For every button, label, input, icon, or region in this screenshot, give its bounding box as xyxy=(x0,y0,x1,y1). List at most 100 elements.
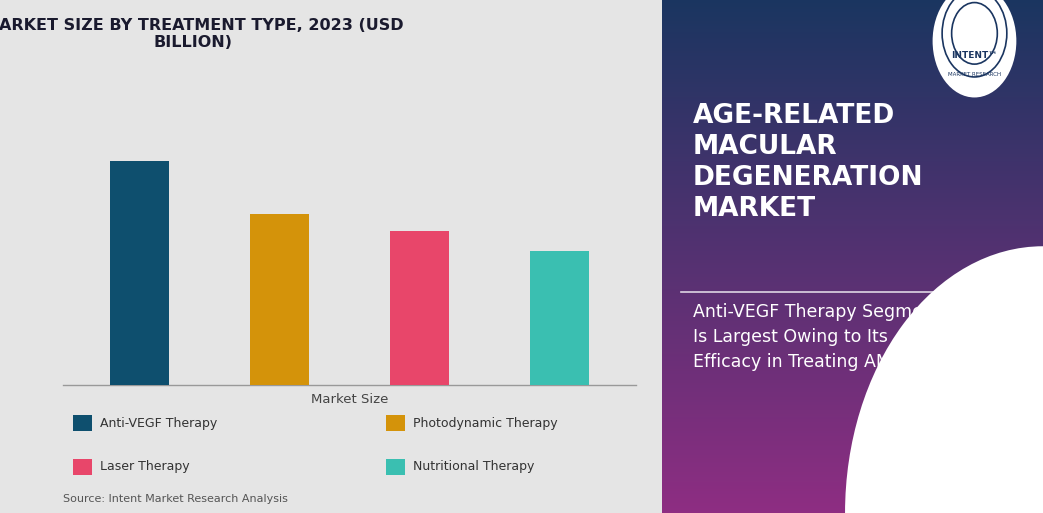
Bar xyxy=(662,279,1043,281)
Bar xyxy=(662,349,1043,350)
Bar xyxy=(662,82,1043,84)
Bar xyxy=(662,55,1043,56)
Bar xyxy=(662,41,1043,43)
Bar xyxy=(662,436,1043,438)
Bar xyxy=(662,395,1043,397)
Text: AGE-RELATED
MACULAR
DEGENERATION
MARKET: AGE-RELATED MACULAR DEGENERATION MARKET xyxy=(693,103,923,222)
Bar xyxy=(662,419,1043,421)
Bar xyxy=(662,313,1043,314)
Text: Laser Therapy: Laser Therapy xyxy=(100,460,190,473)
Bar xyxy=(662,222,1043,224)
Bar xyxy=(662,145,1043,147)
Bar xyxy=(662,314,1043,317)
Bar xyxy=(662,12,1043,14)
Bar xyxy=(662,89,1043,91)
Bar xyxy=(662,294,1043,296)
Bar xyxy=(662,154,1043,155)
Bar xyxy=(662,65,1043,67)
Bar xyxy=(662,140,1043,142)
Bar xyxy=(662,186,1043,188)
Bar xyxy=(662,482,1043,484)
Bar xyxy=(662,142,1043,144)
Bar xyxy=(662,371,1043,373)
Bar xyxy=(662,417,1043,419)
Bar xyxy=(662,174,1043,176)
Bar xyxy=(662,332,1043,333)
Bar xyxy=(662,97,1043,99)
Bar xyxy=(662,75,1043,77)
Bar xyxy=(662,267,1043,268)
Bar xyxy=(662,94,1043,96)
Bar xyxy=(662,337,1043,339)
Bar xyxy=(662,60,1043,62)
Bar xyxy=(662,36,1043,37)
Bar xyxy=(662,209,1043,210)
Bar xyxy=(662,72,1043,73)
Bar xyxy=(662,350,1043,352)
Bar xyxy=(662,289,1043,291)
Bar xyxy=(662,399,1043,400)
Bar xyxy=(662,477,1043,479)
Bar xyxy=(662,421,1043,422)
Bar xyxy=(662,317,1043,318)
Bar xyxy=(662,106,1043,108)
Bar xyxy=(662,68,1043,70)
Text: Anti-VEGF Therapy Segment
Is Largest Owing to Its
Efficacy in Treating AMD: Anti-VEGF Therapy Segment Is Largest Owi… xyxy=(693,303,941,371)
Bar xyxy=(662,262,1043,263)
Bar xyxy=(662,491,1043,492)
Bar xyxy=(662,345,1043,347)
Bar xyxy=(662,31,1043,32)
Bar xyxy=(662,190,1043,191)
Bar xyxy=(662,393,1043,395)
Bar xyxy=(662,234,1043,236)
Bar xyxy=(662,412,1043,414)
Bar xyxy=(662,287,1043,289)
Bar xyxy=(662,342,1043,344)
Bar xyxy=(662,470,1043,472)
Bar xyxy=(662,378,1043,380)
Wedge shape xyxy=(845,246,1043,513)
Bar xyxy=(662,48,1043,50)
Bar xyxy=(111,161,169,385)
Bar xyxy=(662,292,1043,294)
Bar xyxy=(662,282,1043,284)
Bar xyxy=(662,176,1043,178)
Bar xyxy=(662,180,1043,181)
Bar xyxy=(662,123,1043,125)
Bar xyxy=(662,32,1043,34)
Bar xyxy=(662,214,1043,215)
Bar xyxy=(662,116,1043,118)
Bar xyxy=(662,443,1043,445)
Bar xyxy=(662,258,1043,260)
Bar xyxy=(662,308,1043,309)
Bar xyxy=(662,173,1043,174)
Bar xyxy=(662,10,1043,12)
Bar xyxy=(662,43,1043,45)
Bar xyxy=(662,256,1043,258)
Bar xyxy=(662,204,1043,205)
Bar xyxy=(662,364,1043,366)
Bar xyxy=(662,284,1043,286)
Bar xyxy=(662,130,1043,132)
Bar xyxy=(662,374,1043,376)
Bar xyxy=(662,200,1043,202)
Bar xyxy=(662,137,1043,139)
Text: MARKET RESEARCH: MARKET RESEARCH xyxy=(948,72,1001,77)
Bar xyxy=(662,250,1043,251)
Bar xyxy=(662,465,1043,467)
Bar xyxy=(662,323,1043,325)
Bar xyxy=(662,86,1043,87)
Bar xyxy=(662,306,1043,308)
Bar xyxy=(662,210,1043,212)
Bar xyxy=(662,272,1043,273)
Bar xyxy=(662,260,1043,262)
Bar xyxy=(662,473,1043,476)
Bar xyxy=(662,385,1043,386)
Bar xyxy=(662,366,1043,368)
Bar xyxy=(662,270,1043,272)
Bar xyxy=(662,132,1043,133)
Bar xyxy=(662,99,1043,101)
Bar xyxy=(662,67,1043,68)
Bar xyxy=(662,17,1043,19)
Bar xyxy=(662,166,1043,168)
